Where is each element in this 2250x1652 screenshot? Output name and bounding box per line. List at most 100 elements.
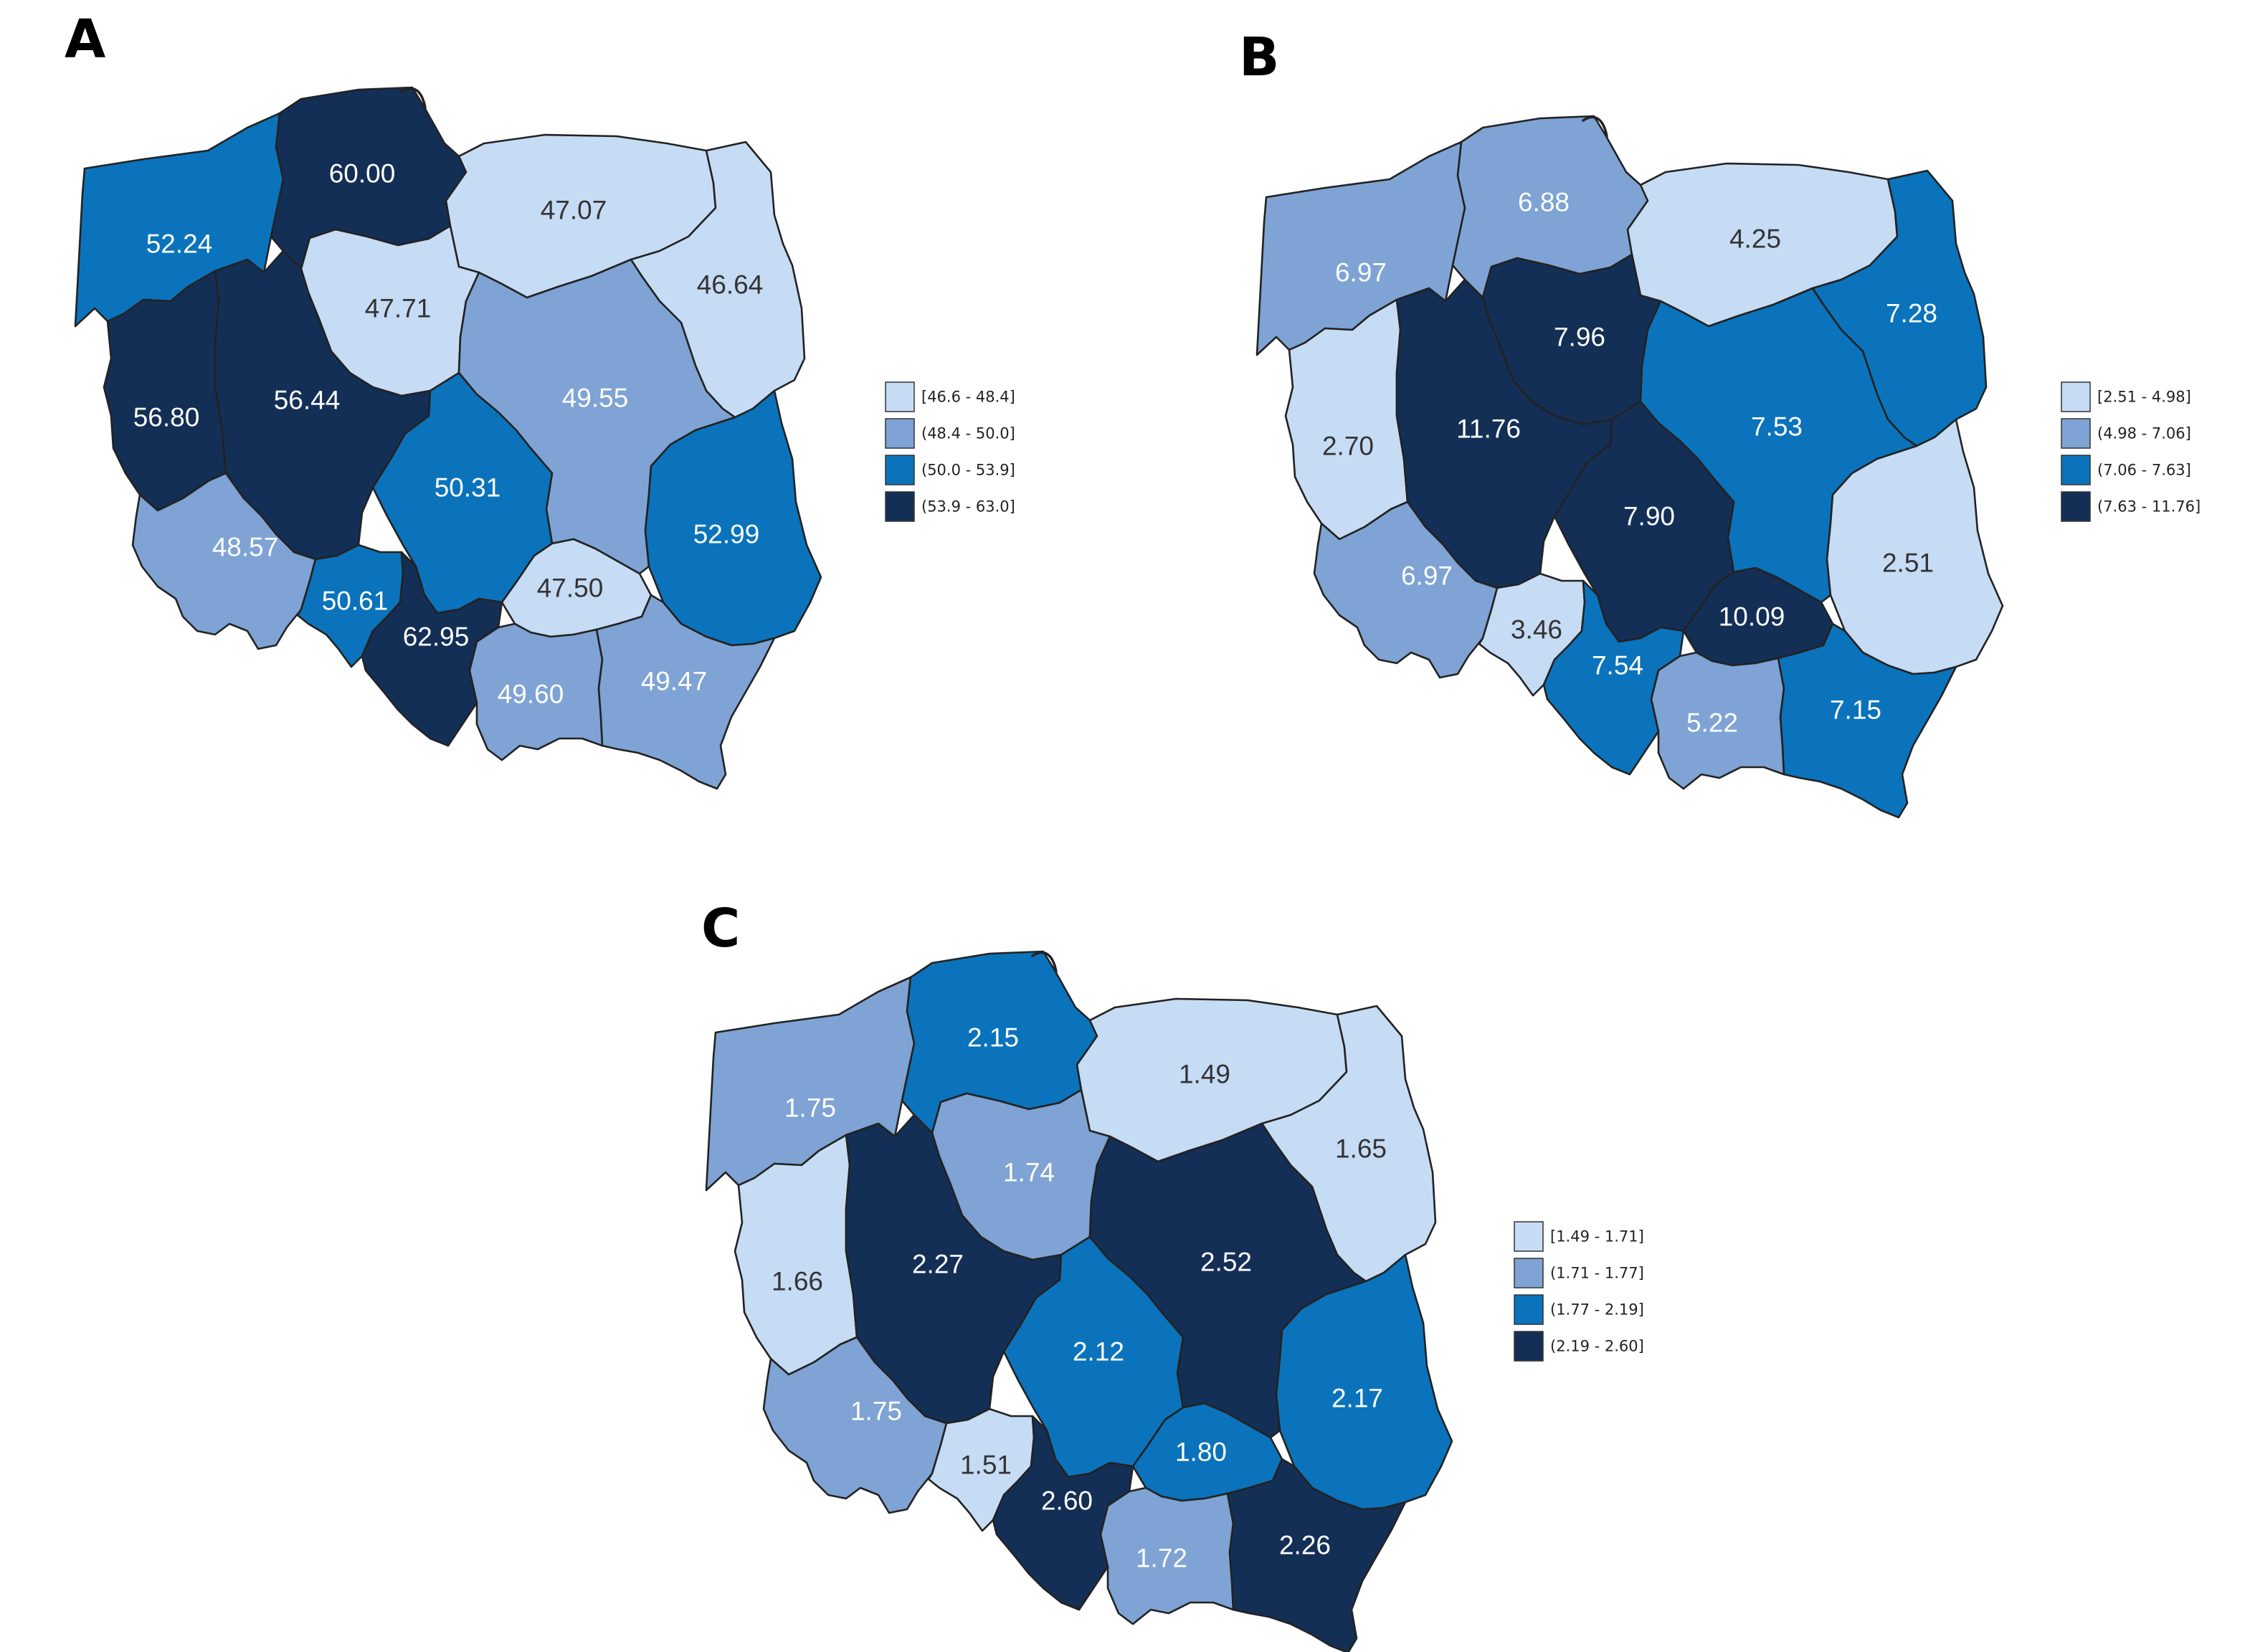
regions-b xyxy=(1255,115,2004,819)
legend-swatch-3 xyxy=(885,455,915,485)
region-value-slaskie: 7.54 xyxy=(1592,651,1643,680)
region-value-opolskie: 50.61 xyxy=(322,587,389,616)
region-value-dolnoslaskie: 6.97 xyxy=(1401,561,1453,591)
region-value-dolnoslaskie: 1.75 xyxy=(850,1397,902,1426)
hel-peninsula-outline xyxy=(1031,951,1058,973)
region-slaskie xyxy=(1542,579,1685,776)
regions-c xyxy=(705,950,1453,1652)
region-value-opolskie: 3.46 xyxy=(1511,615,1562,645)
region-value-podkarpackie: 7.15 xyxy=(1830,696,1881,725)
region-value-malopolskie: 1.72 xyxy=(1136,1544,1187,1573)
region-value-wielkopolskie: 2.27 xyxy=(912,1250,964,1279)
region-value-podkarpackie: 49.47 xyxy=(641,667,708,696)
region-value-lodzkie: 2.12 xyxy=(1073,1337,1124,1367)
region-value-mazowieckie: 49.55 xyxy=(562,384,629,413)
region-value-swietokrzyskie: 47.50 xyxy=(537,574,604,603)
region-slaskie xyxy=(992,1415,1134,1611)
region-dolnoslaskie xyxy=(1313,500,1499,679)
region-value-slaskie: 2.60 xyxy=(1041,1486,1093,1516)
region-value-lubuskie: 1.66 xyxy=(772,1267,823,1296)
region-podkarpackie xyxy=(595,594,776,790)
legend-swatch-2 xyxy=(2061,418,2091,449)
region-value-podkarpackie: 2.26 xyxy=(1279,1531,1331,1560)
region-value-lubelskie: 2.51 xyxy=(1882,549,1934,578)
region-value-mazowieckie: 7.53 xyxy=(1751,412,1803,442)
legend-swatch-4 xyxy=(885,491,915,522)
region-value-lubuskie: 2.70 xyxy=(1322,432,1374,461)
panel-letter-a: A xyxy=(65,9,105,70)
legend-swatch-4 xyxy=(2061,491,2091,522)
region-value-lubuskie: 56.80 xyxy=(133,403,200,432)
panel-letter-c: C xyxy=(701,898,740,959)
legend-label-2: (48.4 - 50.0] xyxy=(921,425,1015,442)
region-value-podlaskie: 46.64 xyxy=(697,270,764,300)
legend-label-2: (4.98 - 7.06] xyxy=(2097,425,2191,442)
legend-a: [46.6 - 48.4] (48.4 - 50.0] (50.0 - 53.9] (… xyxy=(885,381,1015,522)
legend-label-2: (1.71 - 1.77] xyxy=(1550,1265,1644,1282)
region-dolnoslaskie xyxy=(762,1336,948,1514)
region-value-kujawsko-pomorskie: 7.96 xyxy=(1554,323,1605,352)
legend-label-4: (7.63 - 11.76] xyxy=(2097,498,2201,516)
region-value-lodzkie: 50.31 xyxy=(435,473,501,503)
panel-letter-b: B xyxy=(1239,27,1279,88)
region-value-podlaskie: 7.28 xyxy=(1886,299,1937,328)
map-panel-c: 1.75 2.15 1.49 1.65 1.74 1.66 2.27 2.52 2.12 2.17… xyxy=(705,950,1453,1652)
region-value-lodzkie: 7.90 xyxy=(1623,502,1675,531)
legend-label-3: (1.77 - 2.19] xyxy=(1550,1301,1644,1319)
region-labels-c: 1.75 2.15 1.49 1.65 1.74 1.66 2.27 2.52 2.12 2.17… xyxy=(772,1023,1387,1573)
region-value-opolskie: 1.51 xyxy=(960,1451,1012,1480)
legend-swatch-1 xyxy=(2061,381,2091,412)
region-value-malopolskie: 49.60 xyxy=(498,680,564,709)
region-value-warminsko-mazurskie: 1.49 xyxy=(1179,1060,1230,1089)
region-value-swietokrzyskie: 10.09 xyxy=(1719,602,1785,632)
legend-label-1: [46.6 - 48.4] xyxy=(921,389,1015,406)
region-value-zachodniopomorskie: 6.97 xyxy=(1335,258,1387,288)
region-value-lubelskie: 52.99 xyxy=(693,520,760,549)
legend-label-4: (53.9 - 63.0] xyxy=(921,498,1015,516)
legend-label-1: [2.51 - 4.98] xyxy=(2097,389,2191,406)
region-value-warminsko-mazurskie: 47.07 xyxy=(541,196,607,225)
region-value-slaskie: 62.95 xyxy=(403,622,470,652)
legend-swatch-4 xyxy=(1514,1331,1544,1362)
region-value-mazowieckie: 2.52 xyxy=(1200,1248,1252,1277)
region-value-wielkopolskie: 56.44 xyxy=(274,386,341,415)
legend-swatch-1 xyxy=(885,381,915,412)
region-value-pomorskie: 2.15 xyxy=(967,1023,1019,1053)
hel-peninsula-outline xyxy=(1582,115,1608,138)
region-value-swietokrzyskie: 1.80 xyxy=(1175,1438,1227,1467)
region-value-wielkopolskie: 11.76 xyxy=(1456,414,1521,444)
legend-swatch-3 xyxy=(2061,455,2091,485)
region-slaskie xyxy=(361,551,503,747)
region-podkarpackie xyxy=(1226,1458,1407,1652)
legend-label-3: (7.06 - 7.63] xyxy=(2097,462,2191,479)
region-value-malopolskie: 5.22 xyxy=(1686,708,1738,738)
legend-b: [2.51 - 4.98] (4.98 - 7.06] (7.06 - 7.63] (… xyxy=(2061,381,2201,522)
region-value-dolnoslaskie: 48.57 xyxy=(212,533,279,562)
map-panel-b: 6.97 6.88 4.25 7.28 7.96 2.70 11.76 7.53 7.90 2.5… xyxy=(1255,115,2004,819)
region-labels-b: 6.97 6.88 4.25 7.28 7.96 2.70 11.76 7.53 7.90 2.5… xyxy=(1322,188,1937,738)
region-value-kujawsko-pomorskie: 1.74 xyxy=(1003,1158,1055,1187)
region-value-podlaskie: 1.65 xyxy=(1335,1134,1387,1164)
region-podkarpackie xyxy=(1777,622,1957,819)
legend-label-3: (50.0 - 53.9] xyxy=(921,462,1015,479)
legend-label-4: (2.19 - 2.60] xyxy=(1550,1338,1644,1355)
regions-a xyxy=(74,86,822,790)
legend-c: [1.49 - 1.71] (1.71 - 1.77] (1.77 - 2.19] (… xyxy=(1514,1221,1644,1362)
legend-swatch-2 xyxy=(885,418,915,449)
region-value-lubelskie: 2.17 xyxy=(1332,1384,1383,1413)
region-value-zachodniopomorskie: 52.24 xyxy=(146,229,213,259)
region-value-pomorskie: 6.88 xyxy=(1518,188,1570,217)
map-panel-a: 52.24 60.00 47.07 46.64 47.71 56.80 56.44 49.55… xyxy=(74,86,822,790)
region-value-pomorskie: 60.00 xyxy=(329,159,396,189)
legend-swatch-3 xyxy=(1514,1294,1544,1325)
legend-label-1: [1.49 - 1.71] xyxy=(1550,1228,1644,1245)
region-value-kujawsko-pomorskie: 47.71 xyxy=(365,294,432,323)
hel-peninsula-outline xyxy=(400,87,427,109)
region-value-warminsko-mazurskie: 4.25 xyxy=(1729,224,1781,254)
region-labels-a: 52.24 60.00 47.07 46.64 47.71 56.80 56.44 49.55… xyxy=(133,159,764,709)
legend-swatch-1 xyxy=(1514,1221,1544,1252)
region-value-zachodniopomorskie: 1.75 xyxy=(784,1093,836,1123)
legend-swatch-2 xyxy=(1514,1258,1544,1288)
region-dolnoslaskie xyxy=(131,472,317,650)
